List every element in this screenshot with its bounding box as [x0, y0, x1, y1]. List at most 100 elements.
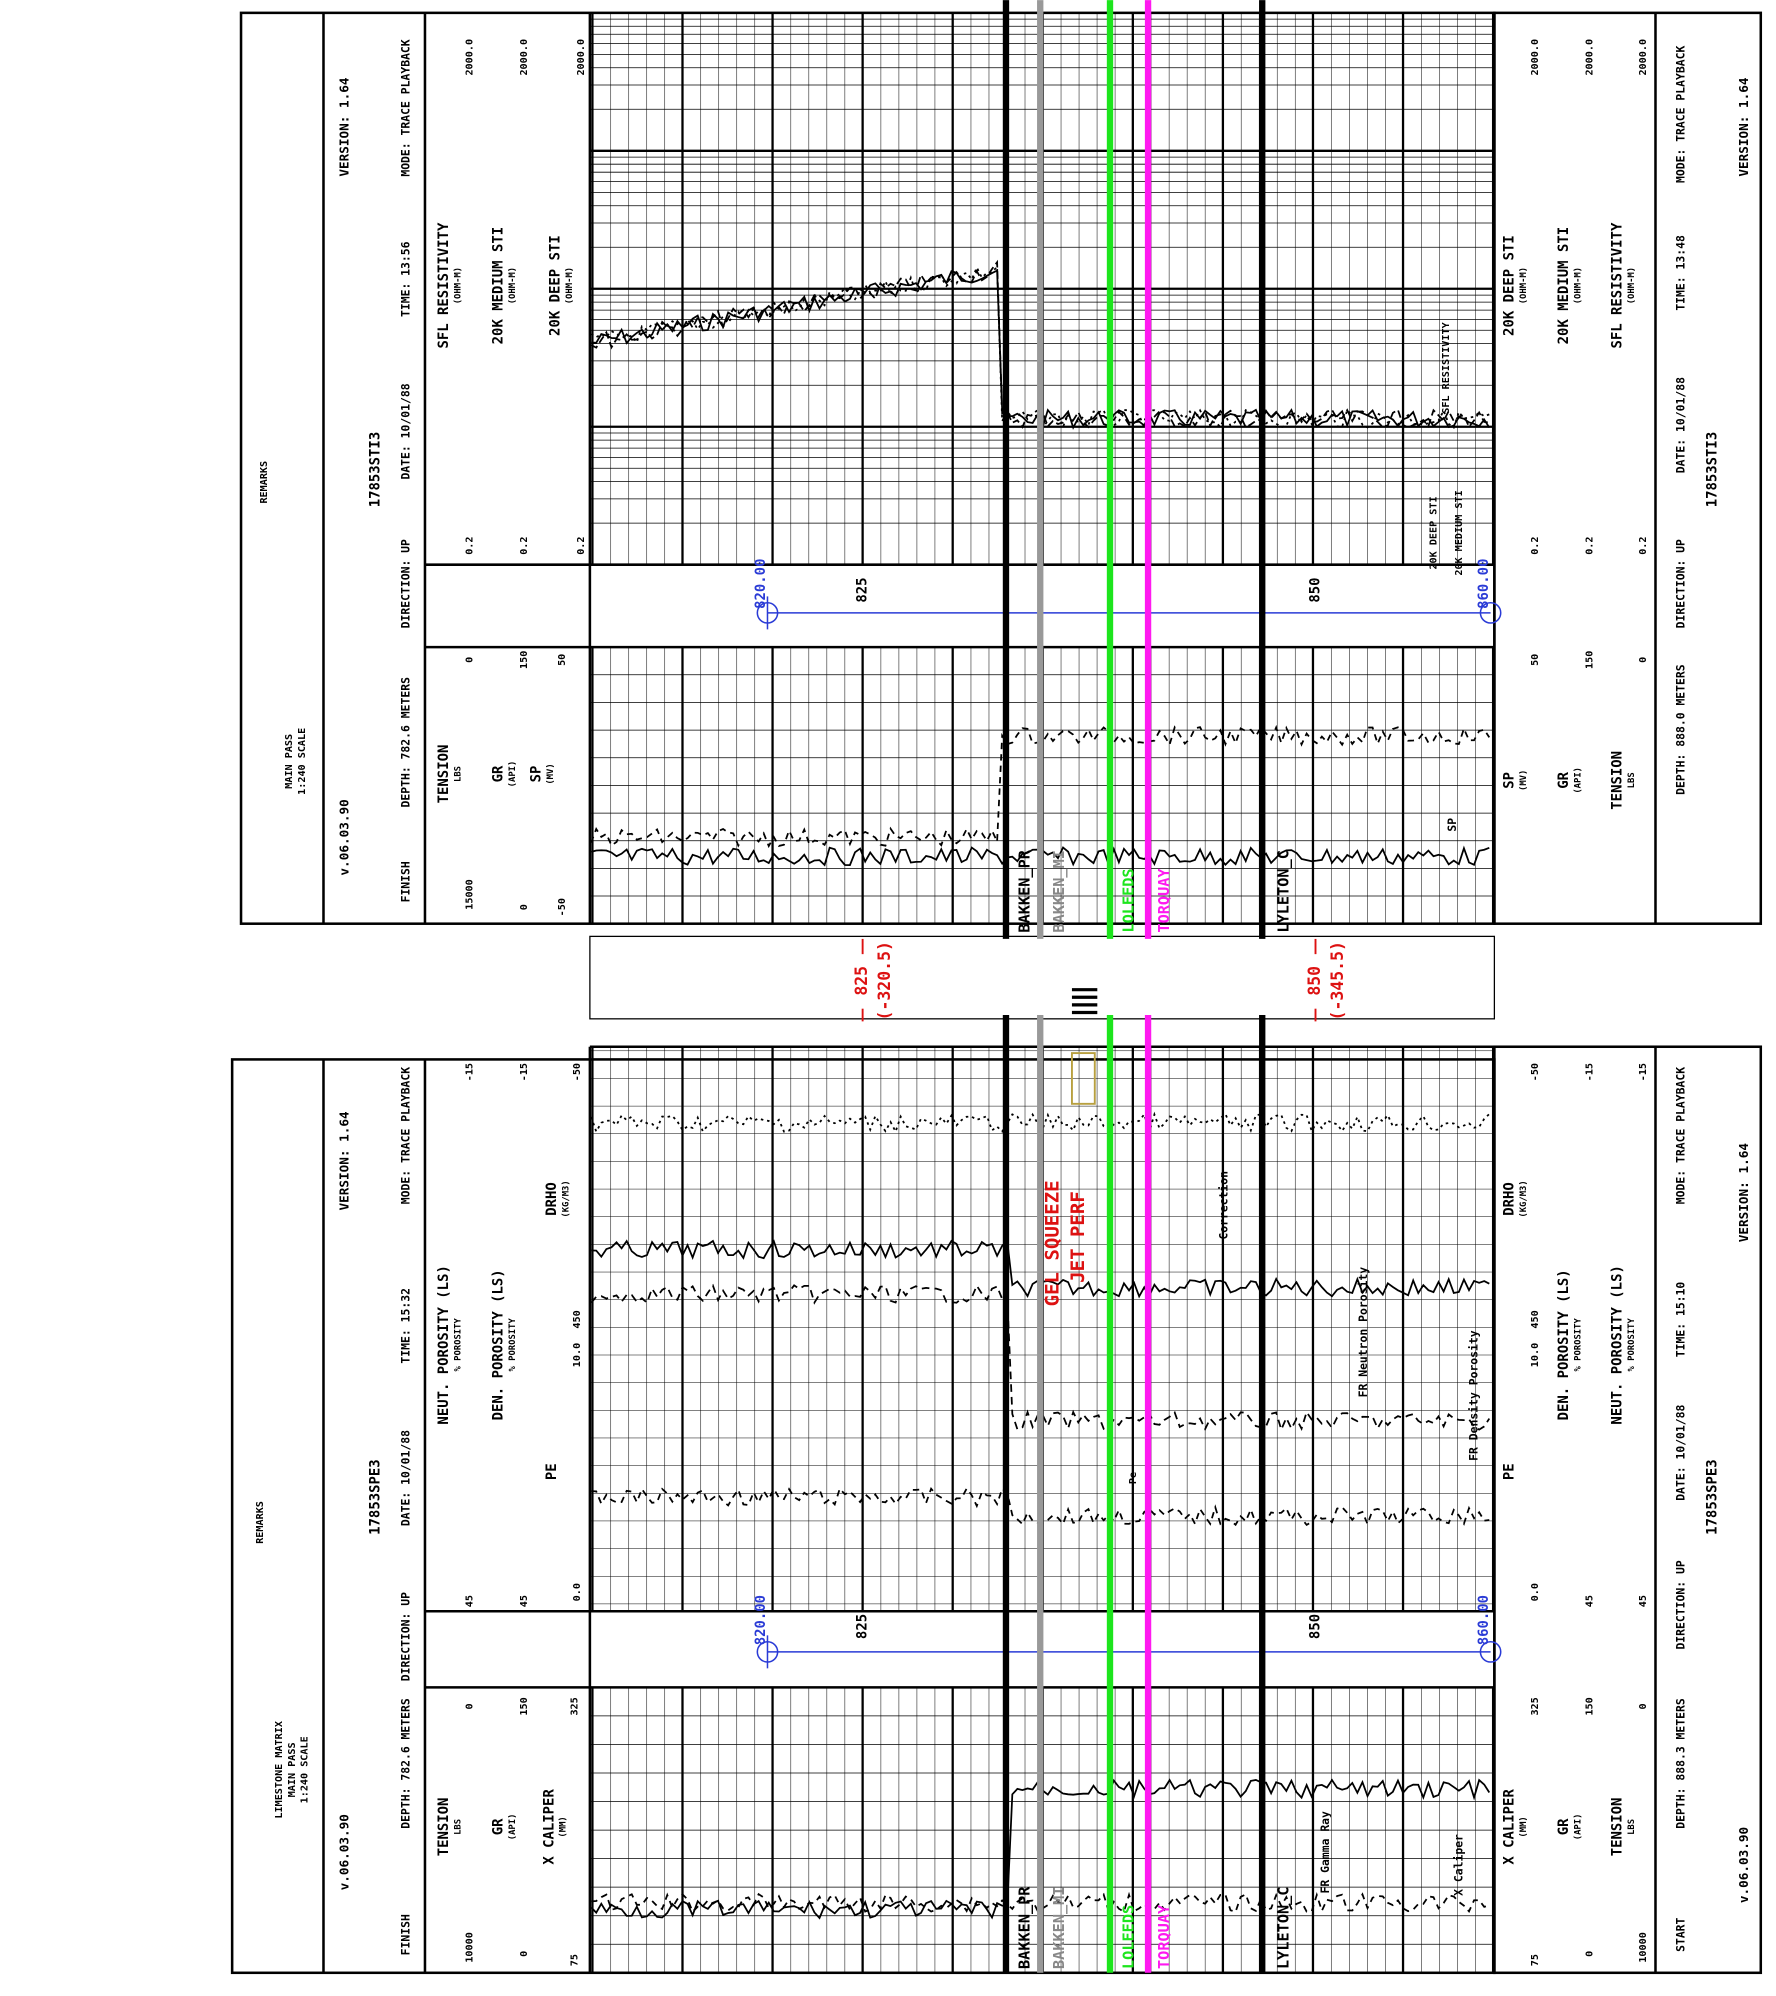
scale-right: -15 — [1638, 1063, 1649, 1081]
scale-left: 75 — [570, 1954, 581, 1966]
label: SP — [1445, 818, 1459, 832]
scale-left: 450 — [1530, 1310, 1541, 1328]
label: TIME: 15:10 — [1673, 1282, 1687, 1358]
curve-name: TENSION — [436, 1798, 452, 1857]
scale-right: 325 — [1530, 1697, 1541, 1715]
label: DATE: 10/01/88 — [1673, 1404, 1687, 1500]
label: MODE: TRACE PLAYBACK — [398, 39, 412, 176]
label: v.06.03.90 — [337, 799, 352, 875]
scale-right: 0 — [1638, 1703, 1649, 1709]
curve-unit: (API) — [1574, 767, 1584, 794]
curve-name: TENSION — [436, 745, 452, 804]
curve-unit: (API) — [508, 761, 518, 788]
well-log-page: REMARKSMAIN PASS1:240 SCALEv.06.03.90VER… — [0, 0, 1776, 1992]
label: DATE: 10/01/88 — [1673, 377, 1687, 473]
label: REMARKS — [255, 1501, 266, 1544]
curve-name: TENSION — [1609, 1798, 1625, 1857]
curve-unit: (OHM-M) — [508, 267, 518, 304]
curve-name: DRHO — [544, 1182, 560, 1216]
label: LIMESTONE MATRIX — [274, 1721, 285, 1819]
label: TIME: 13:48 — [1673, 235, 1687, 311]
depth-label: 850 — [1308, 577, 1324, 602]
label: DEPTH: 782.6 METERS — [398, 1698, 412, 1829]
curve-name: SP — [1502, 772, 1518, 789]
label: MODE: TRACE PLAYBACK — [398, 1067, 412, 1204]
scale-left: 0 — [519, 1951, 530, 1957]
curve-name: PE — [1502, 1463, 1518, 1480]
curve-unit: (MV) — [546, 763, 556, 784]
scale-right: 150 — [519, 651, 530, 669]
curve-name: SP — [529, 766, 545, 783]
curve-name: NEUT. POROSITY (LS) — [1609, 1265, 1625, 1424]
scale-left: 0.2 — [576, 537, 587, 555]
curve-name: DEN. POROSITY (LS) — [1556, 1269, 1572, 1420]
label: DIRECTION: UP — [398, 1592, 412, 1681]
label: DEPTH: 888.3 METERS — [1673, 1698, 1687, 1829]
label: GEL SQUEEZE — [1041, 1180, 1063, 1306]
scale-right: 0 — [464, 657, 475, 663]
depth-label: 860.00 — [1476, 559, 1492, 609]
scale-right: 10.0 — [572, 1343, 583, 1367]
curve-unit: LBS — [453, 1819, 463, 1835]
curve-unit: (KG/M3) — [1519, 1180, 1529, 1217]
scale-left: 45 — [519, 1595, 530, 1607]
depth-label: 825 — [855, 1614, 871, 1639]
curve-name: DEN. POROSITY (LS) — [491, 1269, 507, 1420]
label: VERSION: 1.64 — [1736, 1143, 1751, 1243]
curve-unit: (API) — [508, 1814, 518, 1841]
curve-name: X CALIPER — [541, 1789, 557, 1865]
curve-name: X CALIPER — [1502, 1789, 1518, 1865]
curve-name: 20K DEEP STI — [1502, 235, 1518, 336]
label: 20K MEDIUM STI — [1454, 490, 1465, 575]
label: FINISH — [398, 1914, 412, 1955]
scale-left: -50 — [557, 898, 568, 916]
scale-right: 325 — [570, 1697, 581, 1715]
scale-left: 45 — [1585, 1595, 1596, 1607]
label: MODE: TRACE PLAYBACK — [1673, 46, 1687, 183]
curve-name: DRHO — [1502, 1182, 1518, 1216]
label: TIME: 13:56 — [398, 241, 412, 317]
scale-left: 0.2 — [1530, 537, 1541, 555]
formation-top: LOLEEDS — [1120, 1905, 1138, 1969]
depth-label: 860.00 — [1476, 1595, 1492, 1645]
label: Correction — [1217, 1171, 1231, 1240]
formation-top: TORQUAY — [1155, 868, 1173, 933]
scale-right: 50 — [557, 654, 568, 666]
curve-name: PE — [544, 1463, 560, 1480]
scale-right: 10.0 — [1530, 1343, 1541, 1367]
scale-right: 150 — [1585, 1697, 1596, 1715]
label: Pe — [1128, 1472, 1139, 1484]
label: FINISH — [398, 861, 412, 902]
label: VERSION: 1.64 — [337, 1111, 352, 1211]
label: 825 — [852, 966, 871, 996]
scale-left: 0 — [519, 904, 530, 910]
label: FR Gamma Ray — [1318, 1811, 1332, 1894]
curve-name: NEUT. POROSITY (LS) — [436, 1265, 452, 1424]
scale-left: 0.2 — [1585, 537, 1596, 555]
scale-right: 2000.0 — [519, 39, 530, 76]
label: 17853SPE3 — [1705, 1459, 1721, 1535]
label: REMARKS — [259, 461, 270, 504]
depth-label: 820.00 — [753, 1595, 769, 1645]
curve-unit: LBS — [1627, 1819, 1637, 1835]
scale-left: 0.2 — [1638, 537, 1649, 555]
scale-left: 75 — [1530, 1954, 1541, 1966]
scale-left: 0.2 — [464, 537, 475, 555]
curve-unit: (MV) — [1519, 770, 1529, 791]
depth-label: 850 — [1308, 1614, 1324, 1639]
label: SFL RESISTIVITY — [1441, 321, 1452, 413]
label: VERSION: 1.64 — [337, 77, 352, 177]
curve-name: GR — [1556, 1818, 1572, 1835]
formation-top: TORQUAY — [1155, 1904, 1173, 1969]
label: v.06.03.90 — [337, 1814, 352, 1890]
label: 17853STI3 — [367, 432, 383, 508]
scale-right: 0 — [464, 1703, 475, 1709]
scale-right: 150 — [1585, 651, 1596, 669]
scale-left: 10000 — [464, 1932, 475, 1962]
scale-left: 15000 — [464, 879, 475, 909]
label: 850 — [1305, 966, 1324, 996]
scale-right: 2000.0 — [576, 39, 587, 76]
curve-unit: (MM) — [559, 1816, 569, 1837]
formation-top: LYLETON_C — [1274, 850, 1292, 932]
scale-right: -50 — [1530, 1063, 1541, 1081]
